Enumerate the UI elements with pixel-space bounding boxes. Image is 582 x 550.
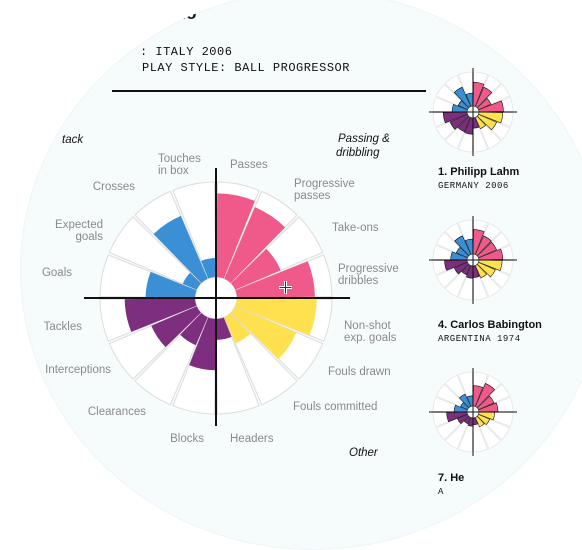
radar-bar-progressive-dribbles[interactable] [235,261,315,298]
radar-bar-non-shot-exp-goals[interactable] [235,298,317,336]
radar-label: Touches in box [158,153,201,177]
radar-label: Interceptions [45,364,111,376]
category-passing-line1: Passing & [338,133,390,145]
radar-bar-tackles[interactable] [124,298,197,332]
radar-slot [108,216,202,291]
radar-bar-interceptions[interactable] [151,306,201,348]
similar-player-chart[interactable] [429,216,517,304]
radar-bar-fouls-drawn[interactable] [231,306,297,360]
radar-bar-fouls-committed[interactable] [224,313,251,344]
similar-player-chart[interactable] [429,368,517,456]
radar-bar-passes[interactable] [216,193,255,279]
radar-bar-take-ons[interactable] [231,248,281,290]
radar-bar-crosses[interactable] [153,215,208,283]
team-line: : ITALY 2006 [140,45,233,59]
play-style-line: PLAY STYLE: BALL PROGRESSOR [142,61,350,75]
radar-bar-touches-in-box[interactable] [201,258,216,279]
similar-player-name[interactable]: 1. Philipp Lahm [438,166,520,178]
radar-label: Clearances [88,406,146,418]
move-cursor-icon [279,281,292,294]
radar-bar-blocks[interactable] [189,317,216,371]
radar-label: Fouls committed [293,401,377,413]
similar-player-team: GERMANY 2006 [438,181,509,191]
category-attack: tack [62,134,84,146]
similar-players-charts[interactable] [429,68,517,456]
radar-labels: Passes Progressive passes Take-ons Progressi… [42,153,399,445]
radar-label: Expected goals [55,219,103,243]
radar-label: Blocks [170,433,204,445]
radar-label: Fouls drawn [328,366,391,378]
similar-player-name[interactable]: 7. He [438,472,465,484]
radar-axes [84,168,350,426]
category-other: Other [349,447,379,459]
category-passing-line2: dribbling [336,147,380,159]
radar-label: Progressive dribbles [338,263,399,287]
radar-bars[interactable] [124,193,317,371]
radar-bar-goals[interactable] [145,271,197,298]
radar-label: Tackles [44,321,83,333]
player-name: rrio [168,4,197,23]
header-divider [112,90,426,92]
radar-bar-clearances[interactable] [180,313,208,346]
radar-bar-expected-goals[interactable] [182,272,201,290]
similar-player-team: ARGENTINA 1974 [438,334,521,344]
radar-bar-headers[interactable] [216,317,232,340]
radar-label: Crosses [93,181,135,193]
radar-label: Progressive passes [294,178,355,202]
similar-player-name[interactable]: 4. Carlos Babington [438,319,542,331]
radar-bar-progressive-passes[interactable] [224,207,286,283]
radar-label: Passes [230,159,268,171]
similar-player-team: A [438,487,444,497]
radar-label: Take-ons [332,222,379,234]
radar-label: Headers [230,433,274,445]
radar-label: Non-shot exp. goals [344,320,397,344]
radar-label: Goals [42,267,72,279]
similar-player-chart[interactable] [429,68,517,156]
